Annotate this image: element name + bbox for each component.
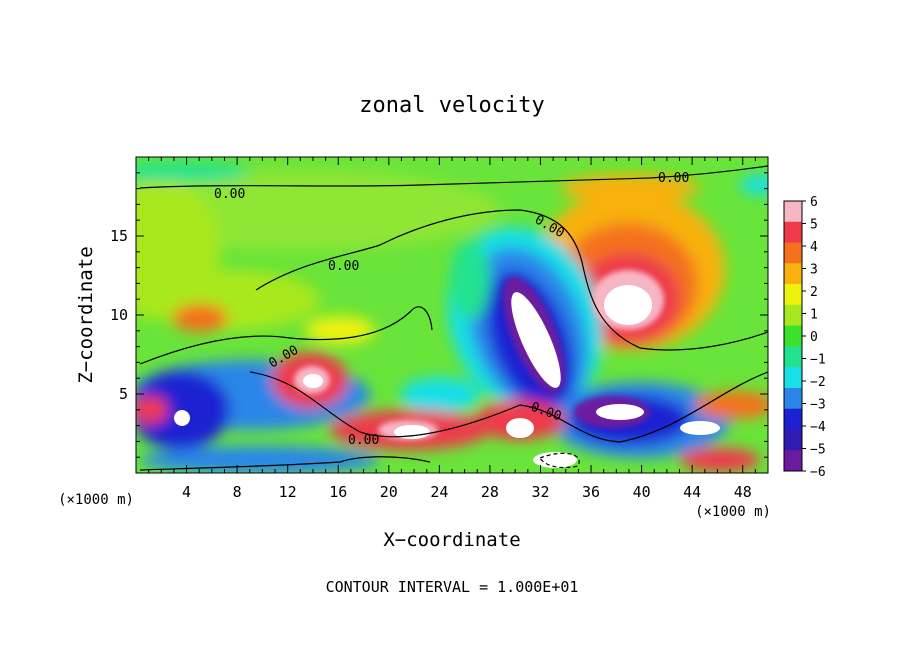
- colorbar-swatch: [784, 263, 802, 285]
- colorbar-swatch: [784, 325, 802, 347]
- y-axis-label: Z−coordinate: [75, 246, 97, 383]
- colorbar-tick-label: 2: [810, 285, 818, 300]
- contour-label: 0.00: [348, 433, 379, 448]
- contour-label: 0.00: [214, 187, 245, 202]
- x-tick-label: 36: [582, 483, 600, 501]
- x-tick-label: 40: [633, 483, 651, 501]
- y-axis-ticks: 5 10 15: [110, 172, 768, 458]
- colorbar-tick-label: 4: [810, 240, 818, 255]
- colorbar-tick-label: 5: [810, 218, 818, 233]
- x-tick-label: 24: [430, 483, 448, 501]
- colorbar-swatch: [784, 284, 802, 306]
- x-tick-label: 28: [481, 483, 499, 501]
- x-tick-label: 8: [233, 483, 242, 501]
- colorbar-swatch: [784, 387, 802, 410]
- colorbar-tick-label: 3: [810, 263, 818, 278]
- x-tick-label: 4: [182, 483, 191, 501]
- colorbar-swatch: [784, 201, 802, 223]
- colorbar-tick-label: −3: [810, 398, 826, 413]
- contour-label: 0.00: [658, 171, 689, 186]
- x-tick-label: 20: [380, 483, 398, 501]
- x-tick-label: 16: [329, 483, 347, 501]
- colorbar-swatch: [784, 450, 802, 472]
- x-tick-label: 32: [531, 483, 549, 501]
- chart-title: zonal velocity: [359, 93, 544, 118]
- colorbar: 6 5 4 3 2 1 0 −1 −2 −3 −4 −5 −6: [783, 195, 826, 480]
- colorbar-tick-label: −4: [810, 420, 826, 435]
- colorbar-swatch: [784, 408, 802, 430]
- x-unit-label: (×1000 m): [695, 504, 771, 520]
- colorbar-swatch: [784, 367, 802, 389]
- colorbar-swatch: [784, 429, 802, 451]
- x-tick-label: 48: [734, 483, 752, 501]
- colorbar-tick-label: 1: [810, 308, 818, 323]
- colorbar-tick-label: 6: [810, 195, 818, 210]
- velocity-field: [136, 157, 768, 473]
- contour-interval-note: CONTOUR INTERVAL = 1.000E+01: [326, 578, 579, 596]
- y-unit-label: (×1000 m): [58, 492, 134, 508]
- colorbar-tick-label: 0: [810, 330, 818, 345]
- colorbar-swatch: [784, 304, 802, 327]
- y-tick-label: 5: [119, 385, 128, 403]
- colorbar-tick-label: −1: [810, 353, 826, 368]
- y-tick-label: 15: [110, 227, 128, 245]
- x-axis-ticks: 4 8 12 16 20 24 28 32 36 40 44 48: [148, 157, 756, 501]
- colorbar-tick-label: −6: [810, 465, 826, 480]
- x-tick-label: 44: [683, 483, 701, 501]
- colorbar-swatch: [784, 242, 802, 264]
- zero-contours: [139, 165, 768, 471]
- colorbar-swatch: [784, 221, 802, 244]
- colorbar-swatch: [784, 346, 802, 368]
- colorbar-tick-label: −2: [810, 375, 826, 390]
- colorbar-tick-label: −5: [810, 443, 826, 458]
- y-tick-label: 10: [110, 306, 128, 324]
- x-tick-label: 12: [279, 483, 297, 501]
- contour-label: 0.00: [328, 259, 359, 274]
- x-axis-label: X−coordinate: [383, 529, 520, 551]
